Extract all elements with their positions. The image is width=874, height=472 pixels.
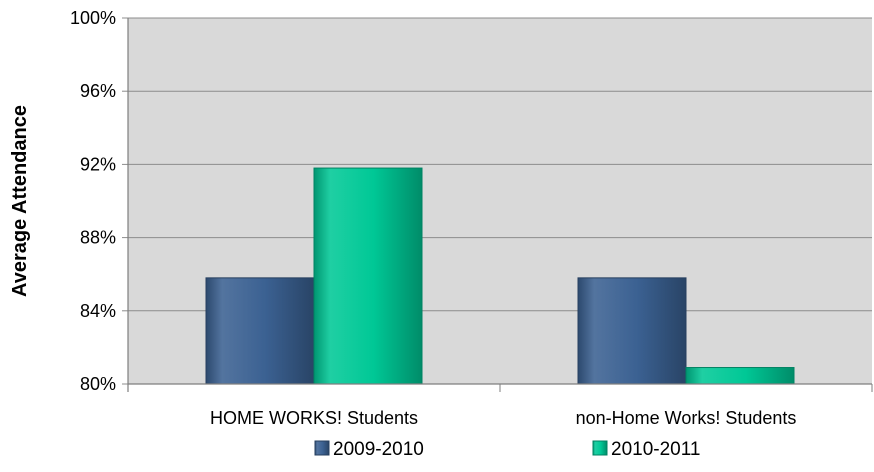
y-tick-label: 92% <box>80 154 116 174</box>
y-tick-label: 80% <box>80 374 116 394</box>
y-tick-label: 84% <box>80 301 116 321</box>
bar-2010-2011-1 <box>313 167 423 385</box>
x-category-labels: HOME WORKS! Students non-Home Works! Stud… <box>210 408 796 428</box>
x-category-label: HOME WORKS! Students <box>210 408 418 428</box>
bar-2009-2010-1 <box>205 277 315 385</box>
x-category-label: non-Home Works! Students <box>576 408 797 428</box>
y-tick-label: 88% <box>80 228 116 248</box>
bar-2009-2010-2 <box>577 277 687 385</box>
axes <box>127 18 873 392</box>
legend-swatch-2010-2011 <box>592 440 608 456</box>
y-tick-label: 100% <box>70 8 116 28</box>
legend-label: 2010-2011 <box>611 439 700 460</box>
y-tick-labels: 80% 84% 88% 92% 96% 100% <box>70 8 116 394</box>
bar-2010-2011-2 <box>685 367 795 385</box>
legend-label: 2009-2010 <box>333 439 424 460</box>
bars <box>205 167 795 385</box>
y-axis-title: Average Attendance <box>9 105 31 297</box>
y-tick-label: 96% <box>80 81 116 101</box>
legend: 2009-2010 2010-2011 <box>314 439 700 460</box>
legend-swatch-2009-2010 <box>314 440 330 456</box>
